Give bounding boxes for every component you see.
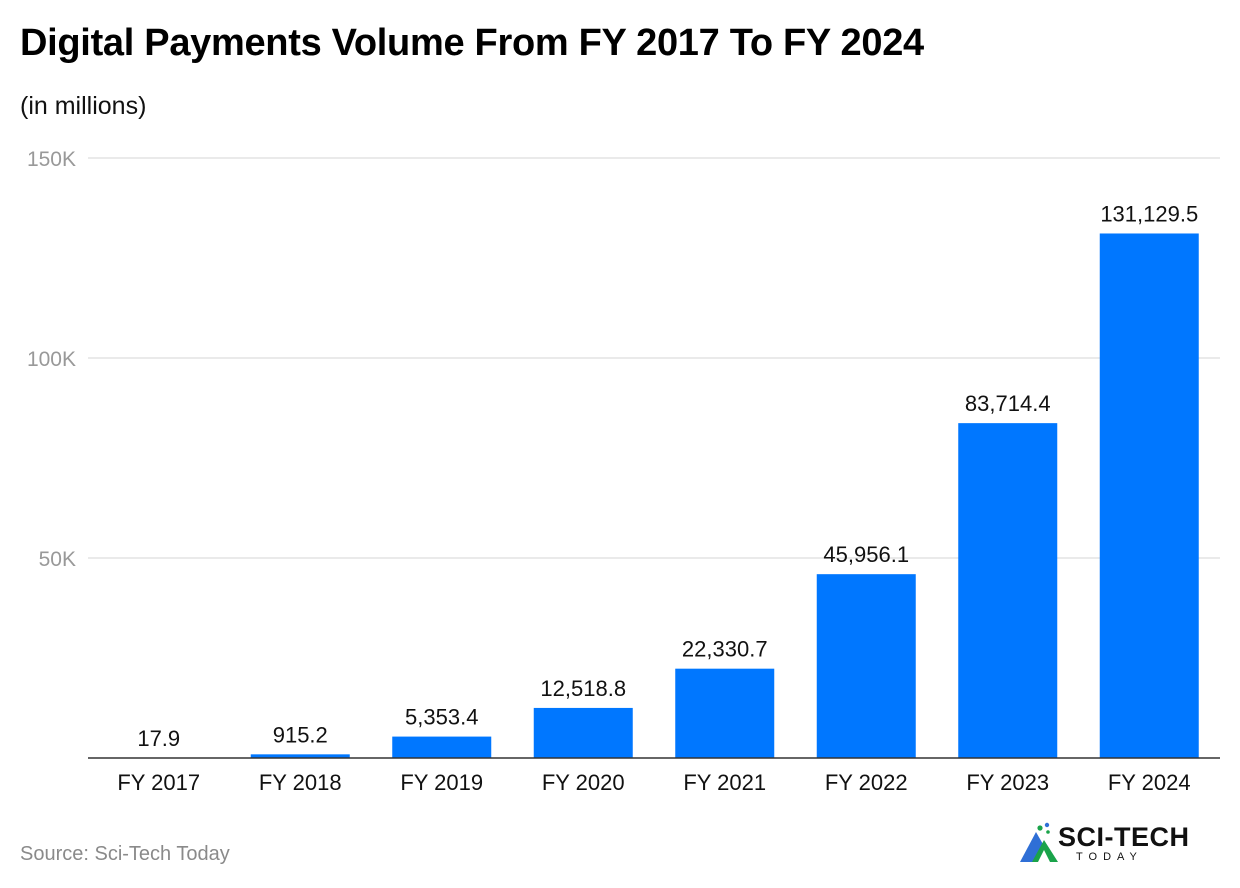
bar (392, 736, 492, 758)
x-tick-label: FY 2022 (825, 770, 908, 795)
data-label: 45,956.1 (823, 542, 909, 567)
data-label: 131,129.5 (1100, 201, 1198, 226)
y-tick-label: 150K (27, 148, 76, 171)
logo-text: SCI-TECH (1058, 822, 1190, 852)
data-label: 5,353.4 (405, 705, 478, 730)
bar (1099, 233, 1199, 758)
chart-subtitle: (in millions) (20, 92, 147, 120)
bar (250, 754, 350, 758)
logo-subtext: TODAY (1076, 851, 1143, 863)
data-label: 22,330.7 (682, 637, 768, 662)
bar (816, 574, 916, 758)
source-note: Source: Sci-Tech Today (20, 843, 230, 865)
x-tick-label: FY 2019 (400, 770, 483, 795)
x-tick-label: FY 2023 (966, 770, 1049, 795)
logo-mountain-icon (1020, 822, 1058, 862)
x-tick-label: FY 2020 (542, 770, 625, 795)
y-tick-label: 50K (39, 548, 76, 571)
x-tick-label: FY 2021 (683, 770, 766, 795)
bar (533, 707, 633, 758)
data-label: 17.9 (137, 726, 180, 751)
x-tick-label: FY 2018 (259, 770, 342, 795)
data-label: 915.2 (273, 722, 328, 747)
sci-tech-logo: SCI-TECH TODAY (1018, 818, 1218, 868)
chart-title: Digital Payments Volume From FY 2017 To … (20, 22, 924, 64)
x-tick-label: FY 2024 (1108, 770, 1191, 795)
y-tick-label: 100K (27, 348, 76, 371)
bar (958, 423, 1058, 758)
x-tick-label: FY 2017 (117, 770, 200, 795)
data-label: 83,714.4 (965, 391, 1051, 416)
bar (675, 668, 775, 758)
data-label: 12,518.8 (540, 676, 626, 701)
